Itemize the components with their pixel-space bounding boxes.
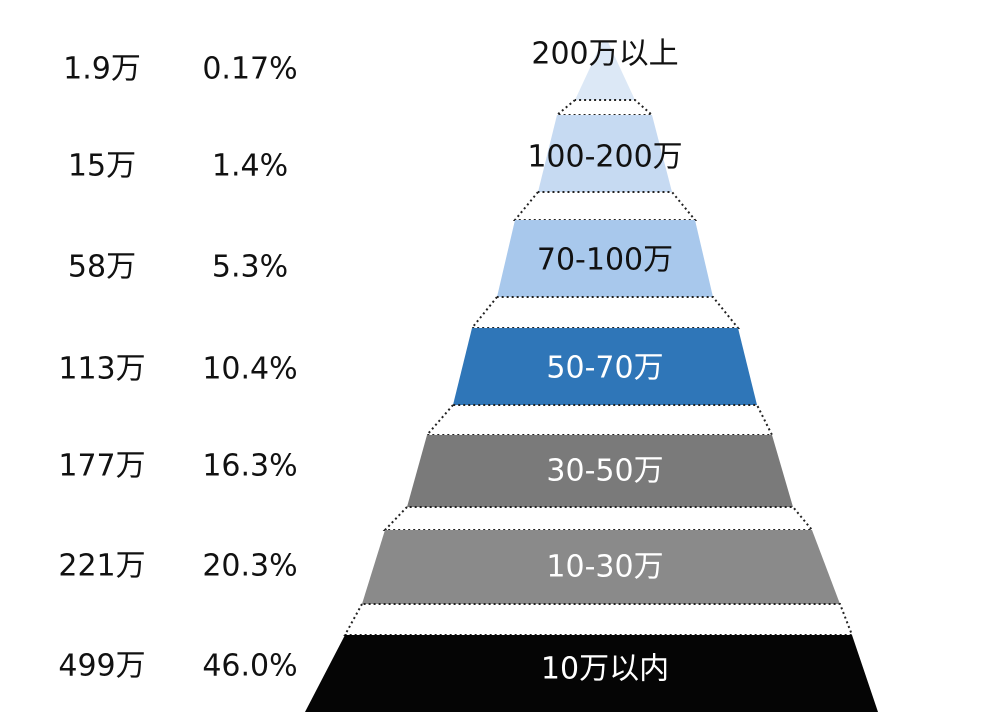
dotted-connector	[469, 296, 741, 329]
percent-label: 20.3%	[202, 549, 297, 584]
pyramid-tier	[305, 635, 878, 712]
tier-label: 30-50万	[546, 454, 663, 489]
tier-label: 10万以内	[541, 652, 669, 687]
dotted-connector	[554, 99, 655, 116]
count-label: 177万	[58, 449, 145, 484]
count-label: 15万	[68, 149, 136, 184]
tier-label: 200万以上	[531, 37, 678, 72]
tier-label: 10-30万	[546, 550, 663, 585]
tier-label: 50-70万	[546, 351, 663, 386]
tier-label: 70-100万	[537, 243, 673, 278]
pyramid-tier	[538, 115, 672, 192]
count-label: 58万	[68, 250, 136, 285]
count-label: 113万	[58, 352, 145, 387]
percent-label: 1.4%	[212, 149, 288, 184]
percent-label: 10.4%	[202, 352, 297, 387]
percent-label: 16.3%	[202, 449, 297, 484]
dotted-connector	[343, 603, 854, 636]
pyramid-tier	[362, 530, 840, 604]
dotted-connector	[512, 191, 698, 221]
count-label: 221万	[58, 549, 145, 584]
count-label: 1.9万	[63, 52, 141, 87]
percent-label: 46.0%	[202, 649, 297, 684]
dotted-connector	[382, 506, 815, 531]
percent-label: 5.3%	[212, 250, 288, 285]
dotted-connector	[424, 404, 774, 436]
tier-label: 100-200万	[527, 140, 682, 175]
percent-label: 0.17%	[202, 52, 297, 87]
pyramid-tier	[575, 42, 635, 100]
pyramid-tier	[407, 435, 793, 507]
count-label: 499万	[58, 649, 145, 684]
pyramid-tier	[453, 328, 757, 405]
pyramid-tier	[497, 220, 713, 297]
